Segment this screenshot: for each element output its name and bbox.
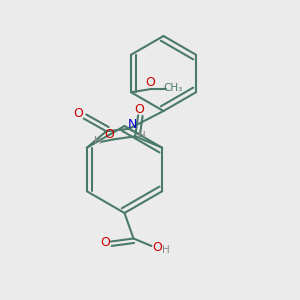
Text: H: H xyxy=(162,245,170,255)
Text: O: O xyxy=(74,107,83,120)
Text: H: H xyxy=(94,136,102,146)
Text: O: O xyxy=(134,103,144,116)
Text: O: O xyxy=(104,128,114,141)
Text: CH₃: CH₃ xyxy=(163,83,182,93)
Text: H: H xyxy=(138,131,145,141)
Text: N: N xyxy=(128,118,137,131)
Text: O: O xyxy=(101,236,110,249)
Text: O: O xyxy=(152,241,162,254)
Text: O: O xyxy=(145,76,155,89)
